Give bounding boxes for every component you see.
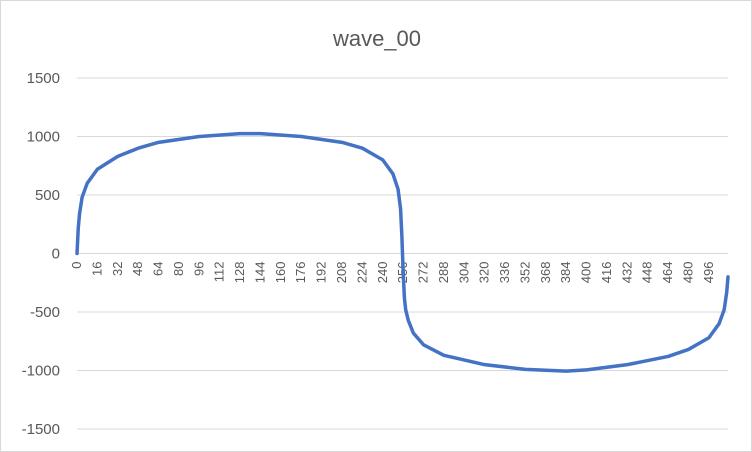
x-axis: 0 16 32 48 64 80 96 112 128 144 160 176 192 208 224 240…: [69, 262, 716, 284]
x-tick-label: 16: [89, 262, 104, 276]
x-tick-label: 176: [293, 262, 308, 284]
x-tick-label: 480: [681, 262, 696, 284]
x-tick-label: 32: [110, 262, 125, 276]
x-tick-label: 224: [354, 262, 369, 284]
series-layer: [75, 131, 730, 373]
x-tick-label: 96: [191, 262, 206, 276]
x-tick-label: 128: [232, 262, 247, 284]
x-tick-label: 80: [171, 262, 186, 276]
x-tick-label: 448: [640, 262, 655, 284]
x-tick-label: 288: [436, 262, 451, 284]
x-tick-label: 160: [273, 262, 288, 284]
x-tick-label: 192: [314, 262, 329, 284]
y-axis: 1500 1000 500 0 -500 -1000 -1500: [22, 70, 60, 438]
y-tick-label: 0: [52, 246, 60, 263]
x-tick-label: 352: [517, 262, 532, 284]
x-tick-label: 112: [212, 262, 227, 283]
y-tick-label: 1000: [27, 129, 60, 146]
x-tick-label: 384: [558, 262, 573, 284]
x-tick-label: 320: [477, 262, 492, 284]
y-tick-label: -1000: [22, 363, 60, 380]
x-tick-label: 64: [151, 262, 166, 276]
x-tick-label: 272: [416, 262, 431, 284]
x-tick-label: 368: [538, 262, 553, 284]
x-tick-label: 336: [497, 262, 512, 284]
x-tick-label: 208: [334, 262, 349, 284]
y-tick-label: -500: [30, 304, 60, 321]
y-tick-label: 1500: [27, 70, 60, 87]
x-tick-label: 432: [619, 262, 634, 284]
x-tick-label: 0: [69, 262, 84, 269]
x-tick-label: 144: [252, 262, 267, 284]
x-tick-label: 400: [579, 262, 594, 284]
series-line-0: [75, 131, 730, 373]
chart-title: wave_00: [332, 26, 421, 51]
x-tick-label: 496: [701, 262, 716, 284]
x-tick-label: 240: [375, 262, 390, 284]
gridlines: [77, 77, 728, 430]
x-tick-label: 416: [599, 262, 614, 284]
y-tick-label: 500: [35, 187, 60, 204]
x-tick-label: 48: [130, 262, 145, 276]
x-tick-label: 304: [456, 262, 471, 284]
y-tick-label: -1500: [22, 421, 60, 438]
x-tick-label: 464: [660, 262, 675, 284]
